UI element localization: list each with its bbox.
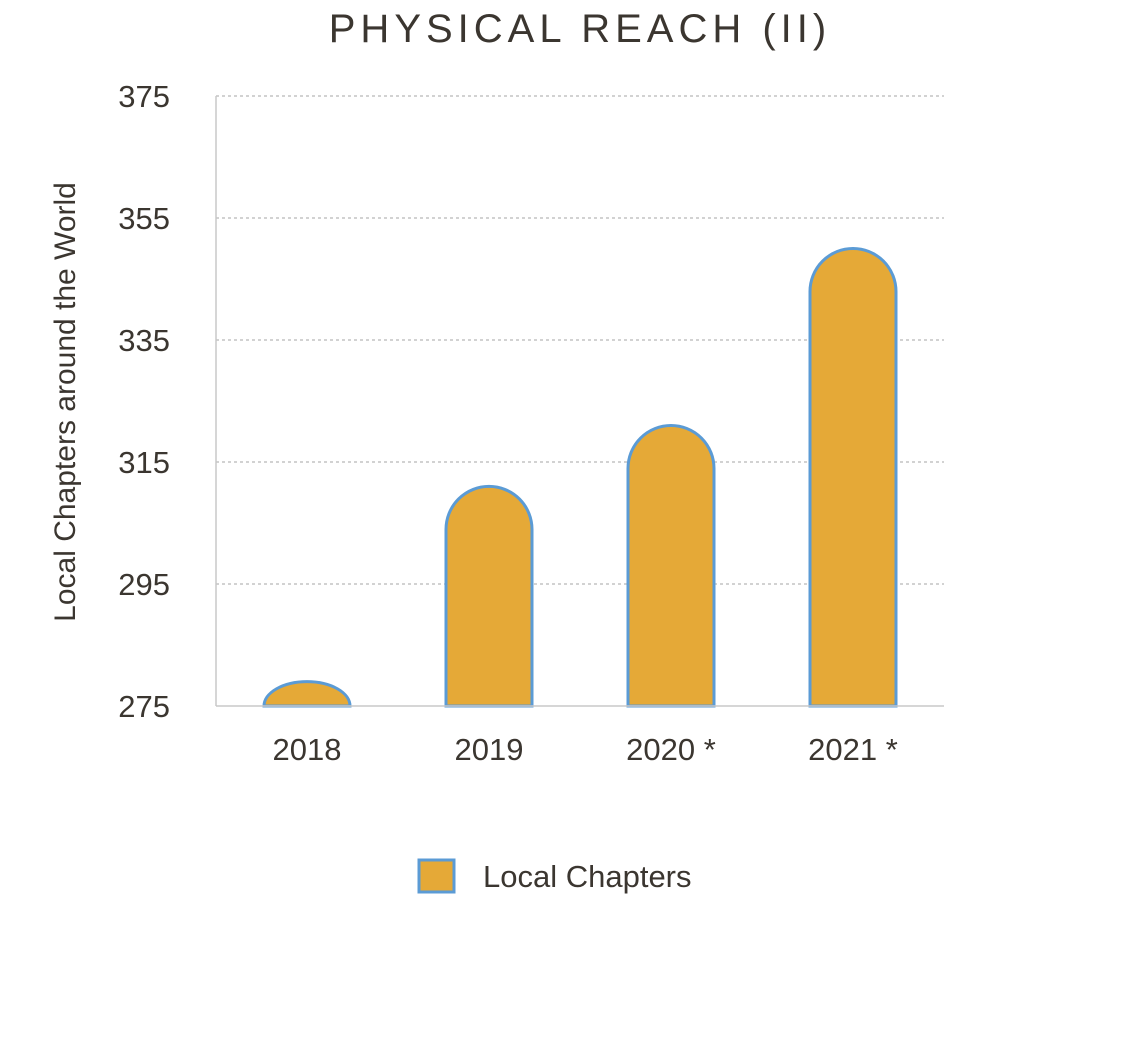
y-axis-title: Local Chapters around the World [49, 182, 82, 622]
x-tick-label: 2018 [273, 732, 342, 767]
chart-title: PHYSICAL REACH (II) [329, 7, 831, 51]
x-tick-labels: 2018 2019 2020 * 2021 * [273, 732, 898, 767]
x-tick-label: 2021 * [808, 732, 898, 767]
y-tick-labels: 375 355 335 315 295 275 [118, 79, 170, 724]
x-tick-label: 2020 * [626, 732, 716, 767]
bar-2021 [808, 247, 898, 708]
bar-2020 [626, 423, 716, 708]
bars [262, 247, 898, 708]
y-tick-label: 375 [118, 79, 170, 114]
bar-2018 [262, 680, 352, 708]
x-tick-label: 2019 [455, 732, 524, 767]
y-tick-label: 275 [118, 689, 170, 724]
legend-label-local-chapters: Local Chapters [483, 859, 692, 894]
y-tick-label: 315 [118, 445, 170, 480]
legend-swatch-local-chapters [417, 858, 456, 894]
legend: Local Chapters [417, 858, 692, 894]
y-tick-label: 295 [118, 567, 170, 602]
bar-2019 [444, 484, 534, 708]
y-tick-label: 355 [118, 201, 170, 236]
y-tick-label: 335 [118, 323, 170, 358]
